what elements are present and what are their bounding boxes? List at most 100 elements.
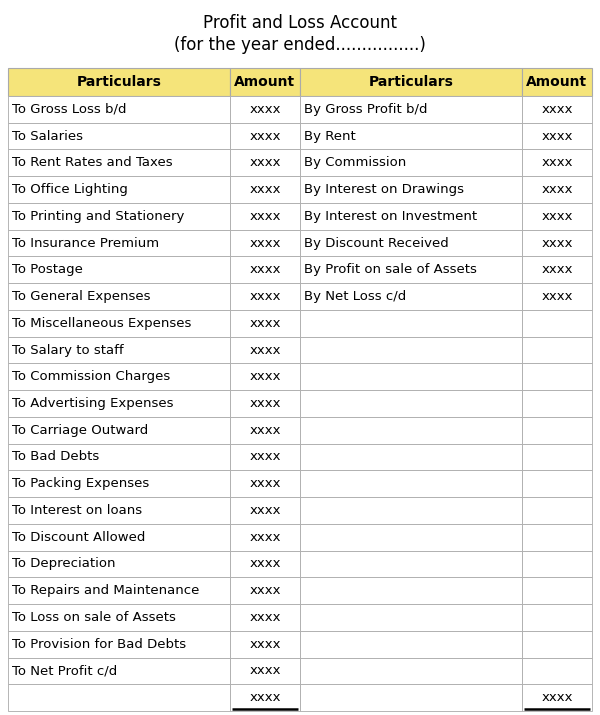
Bar (230, 149, 300, 176)
Bar (300, 176, 522, 203)
Bar (522, 337, 592, 363)
Bar (522, 283, 592, 310)
Bar (230, 577, 300, 604)
Text: To Commission Charges: To Commission Charges (12, 370, 170, 383)
Bar (8, 68, 230, 96)
Text: xxxx: xxxx (541, 157, 573, 169)
Bar (8, 230, 230, 257)
Bar (230, 283, 300, 310)
Bar (522, 123, 592, 149)
Text: xxxx: xxxx (249, 129, 281, 142)
Bar (8, 257, 230, 283)
Text: xxxx: xxxx (249, 477, 281, 490)
Text: By Commission: By Commission (304, 157, 406, 169)
Bar (230, 631, 300, 658)
Bar (522, 443, 592, 470)
Bar (8, 283, 230, 310)
Bar (300, 310, 522, 337)
Bar (230, 176, 300, 203)
Bar (8, 470, 230, 497)
Bar (300, 96, 522, 123)
Bar (300, 257, 522, 283)
Bar (300, 658, 522, 684)
Text: xxxx: xxxx (249, 558, 281, 571)
Bar (300, 283, 522, 310)
Text: xxxx: xxxx (249, 370, 281, 383)
Bar (300, 230, 522, 257)
Text: By Discount Received: By Discount Received (304, 237, 449, 250)
Text: To Carriage Outward: To Carriage Outward (12, 424, 148, 437)
Bar (230, 390, 300, 417)
Bar (300, 470, 522, 497)
Bar (522, 68, 592, 96)
Bar (522, 257, 592, 283)
Text: xxxx: xxxx (249, 103, 281, 116)
Bar (300, 551, 522, 577)
Text: To Depreciation: To Depreciation (12, 558, 115, 571)
Text: xxxx: xxxx (249, 317, 281, 330)
Bar (522, 176, 592, 203)
Bar (522, 631, 592, 658)
Text: xxxx: xxxx (249, 638, 281, 651)
Text: By Gross Profit b/d: By Gross Profit b/d (304, 103, 427, 116)
Bar (230, 96, 300, 123)
Bar (230, 443, 300, 470)
Text: To Miscellaneous Expenses: To Miscellaneous Expenses (12, 317, 191, 330)
Text: xxxx: xxxx (249, 209, 281, 223)
Text: To Loss on sale of Assets: To Loss on sale of Assets (12, 611, 176, 624)
Bar (300, 577, 522, 604)
Text: By Net Loss c/d: By Net Loss c/d (304, 290, 406, 303)
Text: To General Expenses: To General Expenses (12, 290, 151, 303)
Text: xxxx: xxxx (249, 450, 281, 463)
Text: xxxx: xxxx (249, 397, 281, 410)
Text: Particulars: Particulars (368, 75, 454, 89)
Bar (230, 203, 300, 230)
Bar (8, 149, 230, 176)
Text: xxxx: xxxx (249, 343, 281, 357)
Bar (230, 363, 300, 390)
Bar (522, 230, 592, 257)
Bar (522, 417, 592, 443)
Bar (300, 390, 522, 417)
Bar (522, 524, 592, 551)
Text: xxxx: xxxx (541, 103, 573, 116)
Bar (300, 684, 522, 711)
Bar (300, 443, 522, 470)
Text: xxxx: xxxx (249, 531, 281, 543)
Text: By Profit on sale of Assets: By Profit on sale of Assets (304, 263, 477, 276)
Text: xxxx: xxxx (249, 290, 281, 303)
Text: To Salary to staff: To Salary to staff (12, 343, 124, 357)
Bar (230, 230, 300, 257)
Bar (230, 310, 300, 337)
Text: xxxx: xxxx (249, 183, 281, 196)
Bar (230, 257, 300, 283)
Text: To Gross Loss b/d: To Gross Loss b/d (12, 103, 127, 116)
Bar (8, 684, 230, 711)
Text: To Net Profit c/d: To Net Profit c/d (12, 664, 117, 677)
Bar (522, 577, 592, 604)
Bar (230, 524, 300, 551)
Text: xxxx: xxxx (249, 237, 281, 250)
Text: To Discount Allowed: To Discount Allowed (12, 531, 145, 543)
Text: xxxx: xxxx (541, 183, 573, 196)
Bar (8, 631, 230, 658)
Bar (522, 310, 592, 337)
Bar (300, 604, 522, 631)
Text: To Office Lighting: To Office Lighting (12, 183, 128, 196)
Bar (230, 497, 300, 524)
Text: xxxx: xxxx (541, 691, 573, 704)
Bar (522, 684, 592, 711)
Text: To Salaries: To Salaries (12, 129, 83, 142)
Text: xxxx: xxxx (249, 504, 281, 517)
Bar (300, 524, 522, 551)
Bar (230, 551, 300, 577)
Bar (8, 658, 230, 684)
Text: Amount: Amount (235, 75, 296, 89)
Bar (300, 68, 522, 96)
Text: xxxx: xxxx (541, 290, 573, 303)
Text: By Interest on Drawings: By Interest on Drawings (304, 183, 464, 196)
Bar (230, 604, 300, 631)
Bar (230, 68, 300, 96)
Text: xxxx: xxxx (249, 611, 281, 624)
Bar (8, 604, 230, 631)
